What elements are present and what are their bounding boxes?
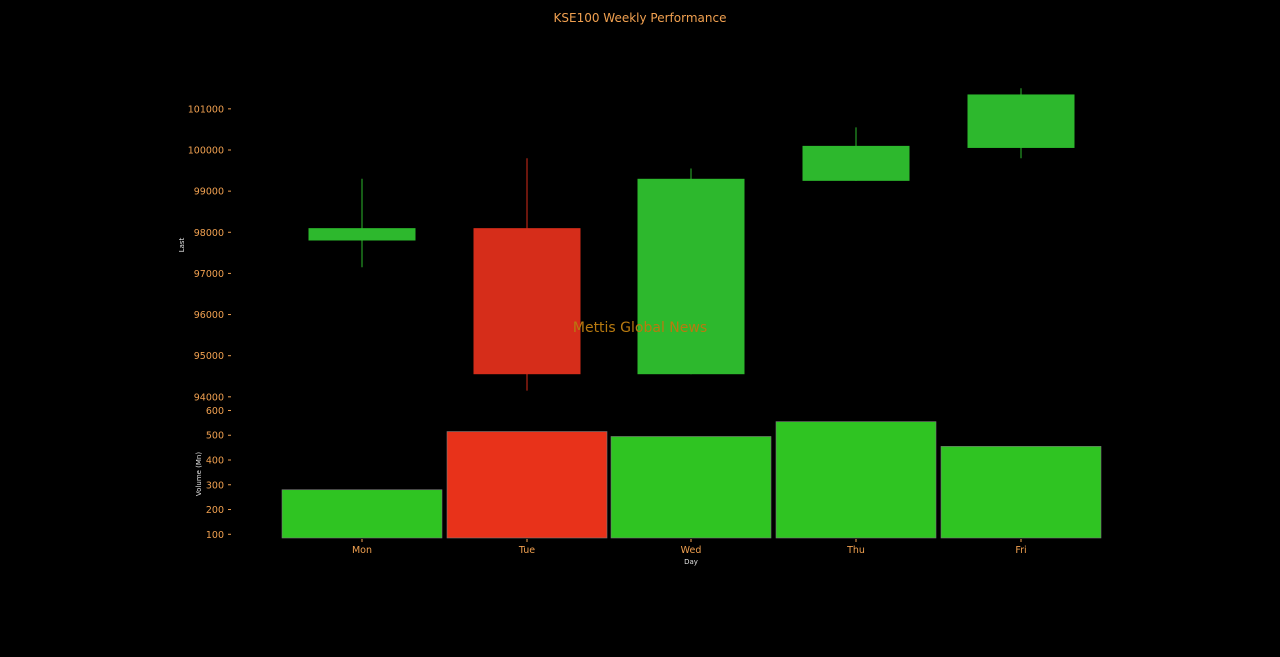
x-axis-label: Day xyxy=(684,558,698,566)
volume-y-axis-label: Volume (Mn) xyxy=(195,452,203,496)
candle-body-wed xyxy=(637,178,745,375)
volume-y-tick-label: 200 xyxy=(206,505,224,516)
volume-y-ticks: 100 200 300 400 500 600 xyxy=(206,406,231,541)
price-y-ticks: 94000 95000 96000 97000 98000 99000 100000 1010… xyxy=(188,104,231,403)
price-y-tick-label: 101000 xyxy=(188,104,224,115)
x-ticks: Mon Tue Wed Thu Fri xyxy=(352,539,1027,556)
candle-body-thu xyxy=(802,145,910,181)
volume-y-tick-label: 400 xyxy=(206,456,224,467)
x-tick-label-fri: Fri xyxy=(1015,545,1026,556)
price-panel: 94000 95000 96000 97000 98000 99000 100000 1010… xyxy=(178,88,1075,403)
candle-body-fri xyxy=(967,94,1075,148)
x-tick-label-wed: Wed xyxy=(681,545,702,556)
volume-y-tick-label: 100 xyxy=(206,530,224,541)
volume-y-tick-label: 500 xyxy=(206,431,224,442)
watermark: Mettis Global News xyxy=(573,320,707,336)
volume-bar-wed xyxy=(610,436,772,539)
price-y-tick-label: 96000 xyxy=(194,310,224,321)
price-y-tick-label: 97000 xyxy=(194,269,224,280)
candlesticks xyxy=(308,88,1075,391)
x-tick-label-mon: Mon xyxy=(352,545,372,556)
volume-y-tick-label: 600 xyxy=(206,406,224,417)
candle-body-mon xyxy=(308,228,416,241)
x-tick-label-tue: Tue xyxy=(518,545,535,556)
volume-y-tick-label: 300 xyxy=(206,480,224,491)
price-y-tick-label: 94000 xyxy=(194,392,224,403)
price-y-tick-label: 100000 xyxy=(188,145,224,156)
price-y-tick-label: 95000 xyxy=(194,351,224,362)
candle-body-tue xyxy=(473,228,581,375)
chart-title: KSE100 Weekly Performance xyxy=(554,11,727,25)
volume-panel: 100 200 300 400 500 600 Volume (Mn) xyxy=(195,406,1102,541)
volume-bar-mon xyxy=(281,489,443,539)
price-y-tick-label: 98000 xyxy=(194,228,224,239)
x-tick-label-thu: Thu xyxy=(846,545,865,556)
volume-bars xyxy=(281,421,1102,539)
volume-bar-thu xyxy=(775,421,937,539)
price-y-tick-label: 99000 xyxy=(194,187,224,198)
price-y-axis-label: Last xyxy=(178,237,186,252)
volume-bar-tue xyxy=(446,431,608,539)
volume-bar-fri xyxy=(940,446,1102,539)
